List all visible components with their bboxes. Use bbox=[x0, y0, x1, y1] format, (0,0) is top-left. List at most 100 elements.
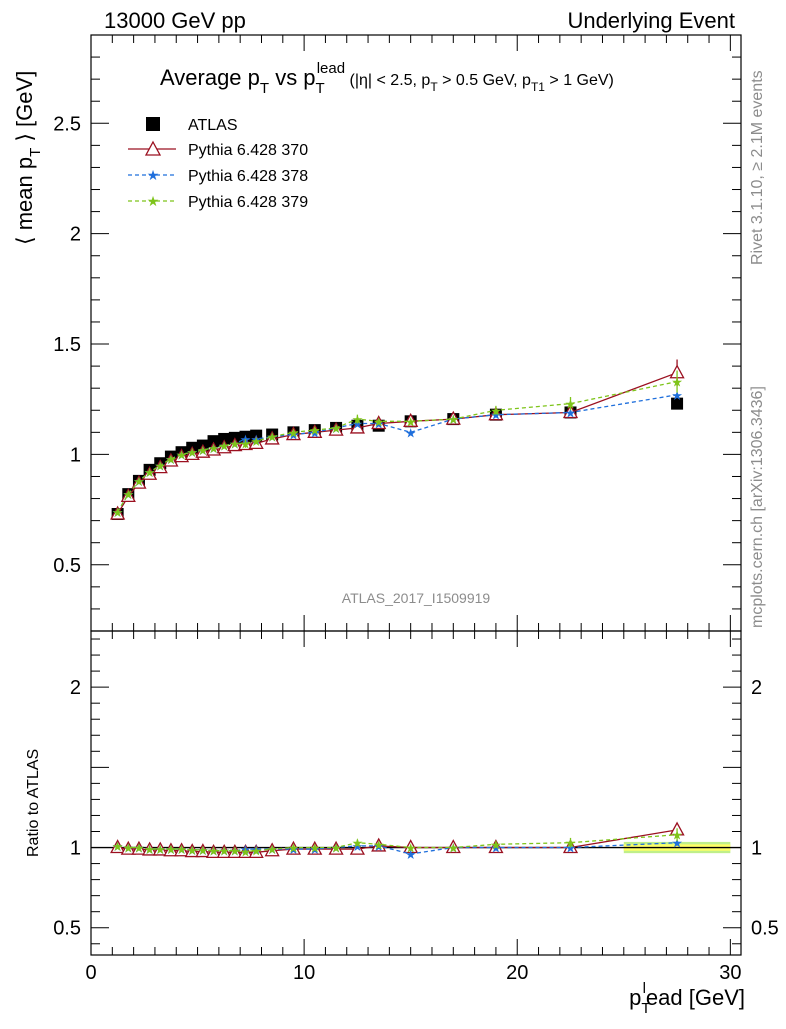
main-point-p379: ★ bbox=[352, 412, 364, 427]
main-point-p370 bbox=[227, 437, 243, 452]
x-tick-label: 0 bbox=[85, 962, 96, 984]
ratio-point-p370 bbox=[349, 840, 365, 855]
ratio-point-p378: ★ bbox=[250, 842, 262, 857]
side-text-mcplots: mcplots.cern.ch [arXiv:1306.3436] bbox=[749, 386, 766, 628]
svg-text:Average pT vs pTlead (|η| < 2.: Average pT vs pTlead (|η| < 2.5, pT > 0.… bbox=[160, 60, 614, 97]
main-y-tick-label: 1.5 bbox=[53, 334, 81, 356]
main-point-p379: ★ bbox=[373, 414, 385, 429]
legend-label-p378: Pythia 6.428 378 bbox=[188, 168, 308, 185]
main-point-p379: ★ bbox=[122, 487, 134, 502]
main-point-p379: ★ bbox=[671, 375, 683, 390]
main-point-p370 bbox=[110, 505, 126, 520]
legend-marker-p370 bbox=[144, 140, 162, 156]
ratio-point-p378: ★ bbox=[352, 839, 364, 854]
ratio-series-line-p379 bbox=[117, 834, 678, 853]
ratio-point-p379: ★ bbox=[373, 837, 385, 852]
header-right: Underlying Event bbox=[567, 8, 735, 33]
legend-marker-atlas bbox=[146, 117, 160, 131]
ratio-panel: 0 10 20 300.5 0.51 12 2★★★★★★★★★★★★★★ ★ ★ ★ ★ ★ ★★ ★ ★… bbox=[53, 630, 779, 984]
x-axis-label: pTlead [GeV] bbox=[629, 980, 745, 1017]
ratio-point-p378: ★ bbox=[229, 844, 241, 859]
main-point-p379: ★ bbox=[165, 452, 177, 467]
main-point-p370 bbox=[131, 474, 147, 489]
ratio-point-p378: ★ bbox=[165, 842, 177, 857]
ratio-point-p378: ★ bbox=[565, 841, 577, 856]
ratio-point-p378: ★ bbox=[405, 847, 417, 862]
main-point-p379: ★ bbox=[490, 403, 502, 418]
main-point-p379: ★ bbox=[250, 434, 262, 449]
main-y-tick-label: 1 bbox=[70, 444, 81, 466]
main-point-p378: ★ bbox=[565, 405, 577, 420]
ratio-point-p379: ★ bbox=[352, 836, 364, 851]
main-point-p370 bbox=[248, 435, 264, 450]
ratio-y-tick-label-right: 1 bbox=[751, 838, 762, 860]
ratio-point-p379: ★ bbox=[144, 842, 156, 857]
ratio-point-p379: ★ bbox=[266, 842, 278, 857]
ratio-point-p370 bbox=[445, 839, 461, 854]
ratio-point-p379: ★ bbox=[250, 844, 262, 859]
main-point-p379: ★ bbox=[330, 421, 342, 436]
ratio-point-p378: ★ bbox=[186, 843, 198, 858]
main-point-p370 bbox=[328, 421, 344, 436]
header-left: 13000 GeV pp bbox=[104, 8, 246, 33]
main-point-atlas bbox=[207, 435, 220, 448]
ratio-point-p378: ★ bbox=[373, 839, 385, 854]
main-point-p379: ★ bbox=[218, 439, 230, 454]
main-point-p379: ★ bbox=[144, 465, 156, 480]
main-point-p378: ★ bbox=[197, 443, 209, 458]
ratio-point-p378: ★ bbox=[144, 842, 156, 857]
x-tick-label: 10 bbox=[293, 962, 315, 984]
ratio-point-p378: ★ bbox=[309, 842, 321, 857]
legend: ATLAS Pythia 6.428 370 ★ Pythia 6.428 37… bbox=[128, 117, 308, 211]
svg-text:Ratio to ATLAS: Ratio to ATLAS bbox=[25, 749, 42, 857]
ratio-y-tick-label: 1 bbox=[70, 838, 81, 860]
ratio-frame bbox=[90, 630, 742, 956]
ratio-y-tick-label-right: 2 bbox=[751, 677, 762, 699]
main-point-p379: ★ bbox=[197, 443, 209, 458]
main-point-p379: ★ bbox=[186, 445, 198, 460]
ratio-point-p379: ★ bbox=[218, 844, 230, 859]
ratio-point-p379: ★ bbox=[208, 844, 220, 859]
main-point-p370 bbox=[205, 441, 222, 456]
main-point-p379: ★ bbox=[154, 458, 166, 473]
main-point-p370 bbox=[371, 415, 387, 430]
main-point-p370 bbox=[163, 452, 179, 467]
main-point-p379: ★ bbox=[176, 447, 188, 462]
ratio-point-p378: ★ bbox=[490, 841, 502, 856]
main-y-tick-label: 0.5 bbox=[53, 555, 81, 577]
svg-text:pTlead [GeV]: pTlead [GeV] bbox=[629, 980, 745, 1017]
legend-label-p370: Pythia 6.428 370 bbox=[188, 142, 308, 159]
ratio-point-p379: ★ bbox=[405, 841, 417, 856]
ratio-point-p379: ★ bbox=[671, 828, 683, 843]
x-tick-label: 20 bbox=[506, 962, 528, 984]
ratio-y-tick-label: 0.5 bbox=[53, 918, 81, 940]
main-point-p378: ★ bbox=[250, 432, 262, 447]
main-y-axis-label: ⟨ mean pT ⟩ [GeV] bbox=[12, 71, 44, 245]
ratio-point-p379: ★ bbox=[165, 842, 177, 857]
main-point-p378: ★ bbox=[671, 388, 683, 403]
ratio-point-p379: ★ bbox=[112, 839, 124, 854]
main-point-p379: ★ bbox=[240, 436, 252, 451]
ratio-point-p379: ★ bbox=[490, 837, 502, 852]
main-point-p378: ★ bbox=[352, 417, 364, 432]
main-point-p379: ★ bbox=[208, 441, 220, 456]
ratio-y-tick-label-right: 0.5 bbox=[751, 918, 779, 940]
side-text-rivet: Rivet 3.1.10, ≥ 2.1M events bbox=[749, 70, 766, 265]
main-point-p379: ★ bbox=[133, 474, 145, 489]
analysis-id-label: ATLAS_2017_I1509919 bbox=[342, 590, 491, 606]
main-series-line-p379 bbox=[117, 380, 678, 513]
main-point-p378: ★ bbox=[218, 439, 230, 454]
main-point-p379: ★ bbox=[112, 505, 124, 520]
ratio-point-p379: ★ bbox=[447, 841, 459, 856]
ratio-point-p379: ★ bbox=[122, 841, 134, 856]
main-point-p379: ★ bbox=[288, 425, 300, 440]
ratio-point-p379: ★ bbox=[330, 841, 342, 856]
main-point-atlas bbox=[671, 397, 684, 410]
main-point-p379: ★ bbox=[229, 436, 241, 451]
ratio-point-p379: ★ bbox=[565, 836, 577, 851]
ratio-point-p379: ★ bbox=[229, 844, 241, 859]
main-point-p378: ★ bbox=[309, 425, 321, 440]
main-point-p378: ★ bbox=[266, 430, 278, 445]
ratio-y-axis-label: Ratio to ATLAS bbox=[25, 749, 42, 857]
